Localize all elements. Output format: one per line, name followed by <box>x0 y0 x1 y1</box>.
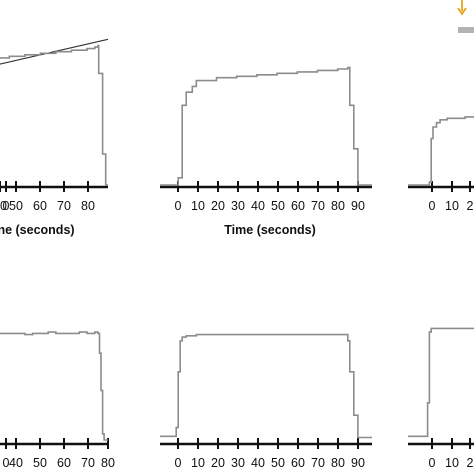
x-tick-label: 90 <box>351 199 365 213</box>
series-line-1 <box>408 327 474 438</box>
x-tick-label: 50 <box>9 199 23 213</box>
x-tick-label: 0 <box>3 456 10 470</box>
x-tick-label: 80 <box>81 199 95 213</box>
series-line-1 <box>408 116 474 186</box>
chart-panel-4: 0 40 50 60 70 80 <box>0 331 115 470</box>
x-tick-label: 20 <box>211 456 225 470</box>
trend-line <box>0 38 109 65</box>
x-tick-label: 40 <box>251 199 265 213</box>
x-tick-label: 60 <box>57 456 71 470</box>
x-tick-label: 10 <box>191 199 205 213</box>
x-tick-label: 70 <box>81 456 95 470</box>
x-axis-title: ne (seconds) <box>0 223 75 237</box>
x-tick-label: 40 <box>251 456 265 470</box>
x-tick-label: 50 <box>271 199 285 213</box>
x-tick-label: 80 <box>331 456 345 470</box>
x-tick-label: 60 <box>33 199 47 213</box>
x-tick-label: 0 <box>3 199 10 213</box>
x-tick-label: 2 <box>467 456 474 470</box>
x-tick-label: 60 <box>291 199 305 213</box>
x-tick-label: 50 <box>271 456 285 470</box>
series-line-1 <box>0 331 108 441</box>
x-tick-label: 70 <box>311 456 325 470</box>
series-line-1 <box>0 44 108 186</box>
x-tick-label: 30 <box>231 199 245 213</box>
x-tick-label: 80 <box>101 456 115 470</box>
x-tick-label: 70 <box>57 199 71 213</box>
chart-panel-2: 0 10 20 30 40 50 60 70 80 90 Time (seconds) <box>160 66 372 237</box>
x-tick-label: 30 <box>231 456 245 470</box>
x-tick-label: 0 <box>175 199 182 213</box>
chart-panel-1: 050 60 70 80 90 ne (seconds) <box>0 38 109 237</box>
x-tick-label: 90 <box>0 199 7 213</box>
chart-panel-6: 0 10 2 <box>408 327 474 470</box>
x-tick-label: 20 <box>211 199 225 213</box>
x-tick-label: 40 <box>9 456 23 470</box>
x-tick-label: 10 <box>191 456 205 470</box>
x-axis-title: Time (seconds) <box>224 223 315 237</box>
x-tick-label: 10 <box>445 456 459 470</box>
x-tick-label: 60 <box>291 456 305 470</box>
x-tick-label: 2 <box>467 199 474 213</box>
x-tick-label: 70 <box>311 199 325 213</box>
legend-swatch <box>458 27 474 33</box>
x-tick-label: 90 <box>351 456 365 470</box>
chart-panel-3: 0 10 2 <box>408 116 474 213</box>
x-tick-label: 0 <box>429 199 436 213</box>
x-tick-label: 50 <box>33 456 47 470</box>
x-tick-label: 0 <box>175 456 182 470</box>
x-tick-label: 0 <box>429 456 436 470</box>
series-line-1 <box>160 333 372 439</box>
x-tick-label: 10 <box>445 199 459 213</box>
chart-panel-5: 0 10 20 30 40 50 60 70 80 90 <box>160 333 372 470</box>
series-line-1 <box>160 66 372 186</box>
x-tick-label: 80 <box>331 199 345 213</box>
arrow-icon <box>457 0 467 16</box>
